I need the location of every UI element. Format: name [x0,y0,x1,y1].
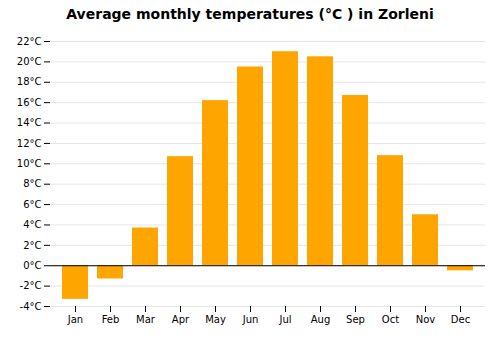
svg-text:6°C: 6°C [23,199,41,210]
svg-text:22°C: 22°C [17,36,42,47]
svg-text:Aug: Aug [311,314,331,325]
svg-text:Jul: Jul [278,314,291,325]
svg-text:Jan: Jan [67,314,83,325]
svg-text:Sep: Sep [346,314,365,325]
svg-text:12°C: 12°C [17,138,42,149]
svg-text:Mar: Mar [136,314,156,325]
svg-text:Apr: Apr [172,314,190,325]
svg-text:Oct: Oct [382,314,399,325]
svg-text:4°C: 4°C [23,219,41,230]
svg-text:20°C: 20°C [17,56,42,67]
svg-text:2°C: 2°C [23,240,41,251]
svg-text:May: May [205,314,226,325]
svg-text:Nov: Nov [416,314,436,325]
svg-text:14°C: 14°C [17,117,42,128]
svg-text:Feb: Feb [102,314,120,325]
svg-text:Jun: Jun [242,314,259,325]
svg-text:8°C: 8°C [23,178,41,189]
svg-text:-2°C: -2°C [20,280,42,291]
svg-text:-4°C: -4°C [20,301,42,312]
svg-text:18°C: 18°C [17,76,42,87]
svg-text:16°C: 16°C [17,97,42,108]
svg-text:10°C: 10°C [17,158,42,169]
svg-text:Dec: Dec [451,314,470,325]
html-text:Average monthly temperatures (: Average monthly temperatures (°C ) in Zo… [66,6,434,22]
svg-text:0°C: 0°C [23,260,41,271]
